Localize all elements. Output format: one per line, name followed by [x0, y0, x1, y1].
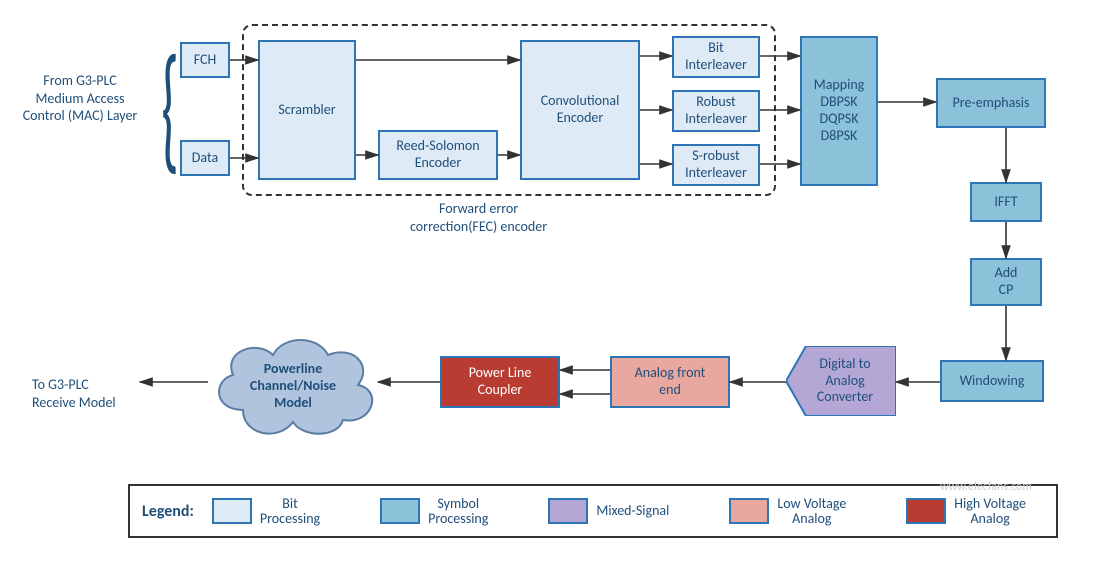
legend-swatch — [906, 498, 946, 524]
dac-block: Digital to Analog Converter — [786, 346, 896, 416]
legend-label: High Voltage Analog — [954, 496, 1026, 527]
legend-swatch — [729, 498, 769, 524]
bit-interleaver-block: Bit Interleaver — [672, 36, 760, 78]
srobust-interleaver-block: S-robust Interleaver — [672, 144, 760, 186]
brace-glyph: { — [161, 38, 179, 178]
legend-swatch — [548, 498, 588, 524]
fec-caption: Forward error correction(FEC) encoder — [410, 200, 547, 235]
legend-swatch — [380, 498, 420, 524]
legend-item: Bit Processing — [212, 496, 320, 527]
legend-box: Legend: Bit Processing Symbol Processing M… — [128, 484, 1058, 538]
input-source-label: From G3-PLC Medium Access Control (MAC) … — [10, 72, 150, 125]
add-cp-block: Add CP — [970, 258, 1042, 306]
channel-noise-cloud: Powerline Channel/Noise Model — [208, 330, 378, 440]
scrambler-block: Scrambler — [258, 40, 356, 180]
analog-front-end-block: Analog front end — [610, 356, 730, 408]
convolutional-encoder-block: Convolutional Encoder — [520, 40, 640, 180]
power-line-coupler-block: Power Line Coupler — [440, 356, 560, 408]
dac-label: Digital to Analog Converter — [809, 356, 873, 406]
output-label: To G3-PLC Receive Model — [32, 376, 142, 411]
legend-item: Mixed-Signal — [548, 498, 669, 524]
watermark: www.elecfans.com — [940, 480, 1032, 494]
legend-swatch — [212, 498, 252, 524]
legend-label: Low Voltage Analog — [777, 496, 846, 527]
ifft-block: IFFT — [970, 182, 1042, 222]
legend-item: Low Voltage Analog — [729, 496, 846, 527]
legend-title: Legend: — [142, 502, 194, 521]
windowing-block: Windowing — [940, 360, 1044, 402]
legend-label: Bit Processing — [260, 496, 320, 527]
legend-label: Mixed-Signal — [596, 503, 669, 518]
legend-item: High Voltage Analog — [906, 496, 1026, 527]
mapping-block: Mapping DBPSK DQPSK D8PSK — [800, 36, 878, 186]
data-block: Data — [180, 140, 230, 176]
cloud-label: Powerline Channel/Noise Model — [208, 330, 378, 440]
fch-block: FCH — [180, 42, 230, 78]
pre-emphasis-block: Pre-emphasis — [936, 78, 1046, 128]
legend-item: Symbol Processing — [380, 496, 488, 527]
robust-interleaver-block: Robust Interleaver — [672, 90, 760, 132]
reed-solomon-block: Reed-Solomon Encoder — [378, 130, 498, 180]
legend-label: Symbol Processing — [428, 496, 488, 527]
